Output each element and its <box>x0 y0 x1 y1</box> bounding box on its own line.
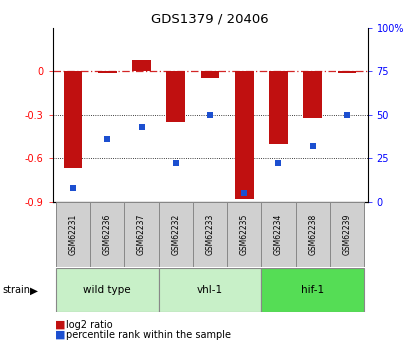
Bar <box>269 71 288 144</box>
Point <box>241 190 248 196</box>
Bar <box>63 71 82 168</box>
Text: strain: strain <box>2 286 30 295</box>
Text: GSM62234: GSM62234 <box>274 214 283 255</box>
Text: GSM62239: GSM62239 <box>342 214 352 255</box>
Bar <box>90 202 124 267</box>
Bar <box>261 268 364 312</box>
Bar <box>98 71 117 72</box>
Text: GDS1379 / 20406: GDS1379 / 20406 <box>151 12 269 25</box>
Text: GSM62237: GSM62237 <box>137 214 146 255</box>
Point <box>138 124 145 130</box>
Text: ■: ■ <box>55 320 65 330</box>
Bar <box>124 202 159 267</box>
Bar <box>193 202 227 267</box>
Text: GSM62236: GSM62236 <box>103 214 112 255</box>
Text: hif-1: hif-1 <box>301 285 324 295</box>
Text: GSM62235: GSM62235 <box>240 214 249 255</box>
Bar <box>261 202 296 267</box>
Text: wild type: wild type <box>84 285 131 295</box>
Text: GSM62232: GSM62232 <box>171 214 180 255</box>
Bar <box>56 202 90 267</box>
Bar <box>303 71 322 118</box>
Point <box>310 143 316 149</box>
Bar <box>159 202 193 267</box>
Bar <box>56 268 159 312</box>
Bar <box>338 71 357 72</box>
Point <box>275 161 282 166</box>
Point <box>104 136 110 142</box>
Text: GSM62233: GSM62233 <box>205 214 215 255</box>
Text: ■: ■ <box>55 330 65 339</box>
Point <box>344 112 350 117</box>
Text: log2 ratio: log2 ratio <box>66 320 113 330</box>
Point <box>70 185 76 191</box>
Text: GSM62238: GSM62238 <box>308 214 317 255</box>
Point <box>172 161 179 166</box>
Text: ▶: ▶ <box>30 286 38 295</box>
Bar <box>227 202 261 267</box>
Bar <box>235 71 254 199</box>
Text: vhl-1: vhl-1 <box>197 285 223 295</box>
Bar <box>296 202 330 267</box>
Point <box>207 112 213 117</box>
Bar <box>159 268 261 312</box>
Bar <box>166 71 185 122</box>
Text: percentile rank within the sample: percentile rank within the sample <box>66 330 231 339</box>
Bar <box>330 202 364 267</box>
Bar <box>201 71 219 78</box>
Text: GSM62231: GSM62231 <box>68 214 78 255</box>
Bar <box>132 60 151 71</box>
